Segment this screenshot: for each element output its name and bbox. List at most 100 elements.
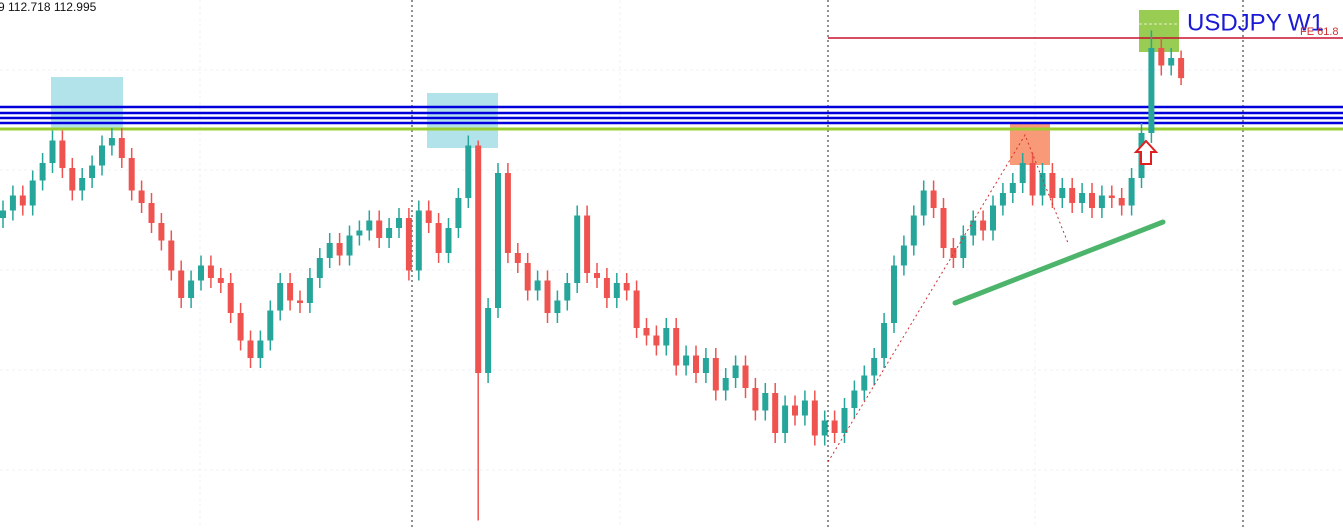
period-separators xyxy=(411,0,1244,528)
candle-body xyxy=(316,258,323,278)
candle-body xyxy=(504,173,511,253)
candle-body xyxy=(128,158,135,191)
candle-body xyxy=(633,290,640,328)
candle-body xyxy=(336,243,343,256)
candle-body xyxy=(584,215,591,273)
ohlc-text: 9 112.718 112.995 xyxy=(0,0,97,14)
candle-body xyxy=(297,300,303,303)
candle-body xyxy=(0,210,6,218)
candle-body xyxy=(346,235,353,256)
candle-body xyxy=(742,365,749,388)
fib-line xyxy=(827,133,1069,463)
candle-body xyxy=(1158,48,1165,66)
candle-body xyxy=(9,195,16,211)
candle-body xyxy=(1019,163,1026,183)
candle-body xyxy=(386,228,393,238)
candle-body xyxy=(564,283,571,301)
candle-body xyxy=(1089,193,1095,208)
candle-body xyxy=(485,308,492,373)
candle-body xyxy=(732,365,739,378)
trend-line xyxy=(952,219,1166,306)
candle-body xyxy=(69,168,76,191)
candle-body xyxy=(663,328,670,346)
candle-body xyxy=(19,195,26,206)
candle-body xyxy=(227,283,234,313)
candle-body xyxy=(960,235,967,258)
candle-body xyxy=(1059,188,1066,198)
candles xyxy=(0,30,1185,521)
candle-body xyxy=(39,163,46,181)
candle-body xyxy=(881,323,888,358)
candle-body xyxy=(1069,188,1076,203)
candle-body xyxy=(366,220,373,231)
candle-body xyxy=(79,178,86,191)
levels xyxy=(0,37,1343,131)
candle-body xyxy=(1168,58,1175,66)
candle-body xyxy=(524,263,531,291)
candle-body xyxy=(762,393,769,411)
candle-body xyxy=(702,358,709,373)
candle-body xyxy=(782,405,789,433)
candle-body xyxy=(990,205,996,231)
candle-body xyxy=(534,280,541,291)
candle-body xyxy=(722,378,729,391)
candle-body xyxy=(425,210,432,223)
candle-body xyxy=(920,190,927,216)
candle-body xyxy=(980,220,987,231)
candle-body xyxy=(514,253,521,263)
candle-body xyxy=(118,138,125,158)
candle-body xyxy=(831,420,838,433)
candle-body xyxy=(158,223,165,241)
candle-body xyxy=(940,208,947,248)
candle-body xyxy=(108,138,115,146)
candle-body xyxy=(554,300,561,313)
candle-body xyxy=(693,355,699,373)
candle-body xyxy=(1029,163,1036,196)
candle-body xyxy=(1039,173,1046,196)
candle-body xyxy=(910,215,917,246)
candle-body xyxy=(277,283,284,311)
candle-body xyxy=(613,283,620,298)
zone-box xyxy=(427,93,498,148)
candle-body xyxy=(574,215,581,283)
candle-body xyxy=(1118,198,1125,206)
candle-body xyxy=(267,310,274,341)
candle-body xyxy=(99,145,105,166)
candle-body xyxy=(891,265,897,323)
arrow-icon xyxy=(1133,139,1159,165)
candle-body xyxy=(871,358,878,376)
candle-body xyxy=(594,273,600,278)
candle-body xyxy=(237,313,244,341)
candle-body xyxy=(257,340,264,358)
candle-body xyxy=(792,405,798,416)
candle-body xyxy=(356,230,363,236)
candle-body xyxy=(326,243,333,258)
candle-body xyxy=(396,218,402,228)
candle-body xyxy=(1108,195,1115,198)
candle-body xyxy=(772,393,779,433)
candle-body xyxy=(1178,58,1185,79)
candle-body xyxy=(1009,183,1016,193)
candle-body xyxy=(950,248,957,258)
candle-body xyxy=(287,283,294,301)
candle-body xyxy=(683,355,690,366)
candle-body xyxy=(653,335,660,346)
candle-body xyxy=(643,328,650,336)
candle-body xyxy=(376,220,383,238)
candle-body xyxy=(207,265,214,278)
candle-body xyxy=(138,190,145,203)
candle-body xyxy=(861,375,868,391)
candle-body xyxy=(435,223,442,253)
candle-body xyxy=(89,165,96,178)
candle-body xyxy=(999,193,1006,206)
candle-body xyxy=(49,140,56,163)
candle-body xyxy=(801,400,808,416)
candle-body xyxy=(475,145,482,373)
candle-body xyxy=(1128,178,1135,206)
candle-body xyxy=(465,145,472,198)
candle-body xyxy=(623,283,630,291)
candle-body xyxy=(900,245,907,266)
candle-body xyxy=(445,228,452,253)
